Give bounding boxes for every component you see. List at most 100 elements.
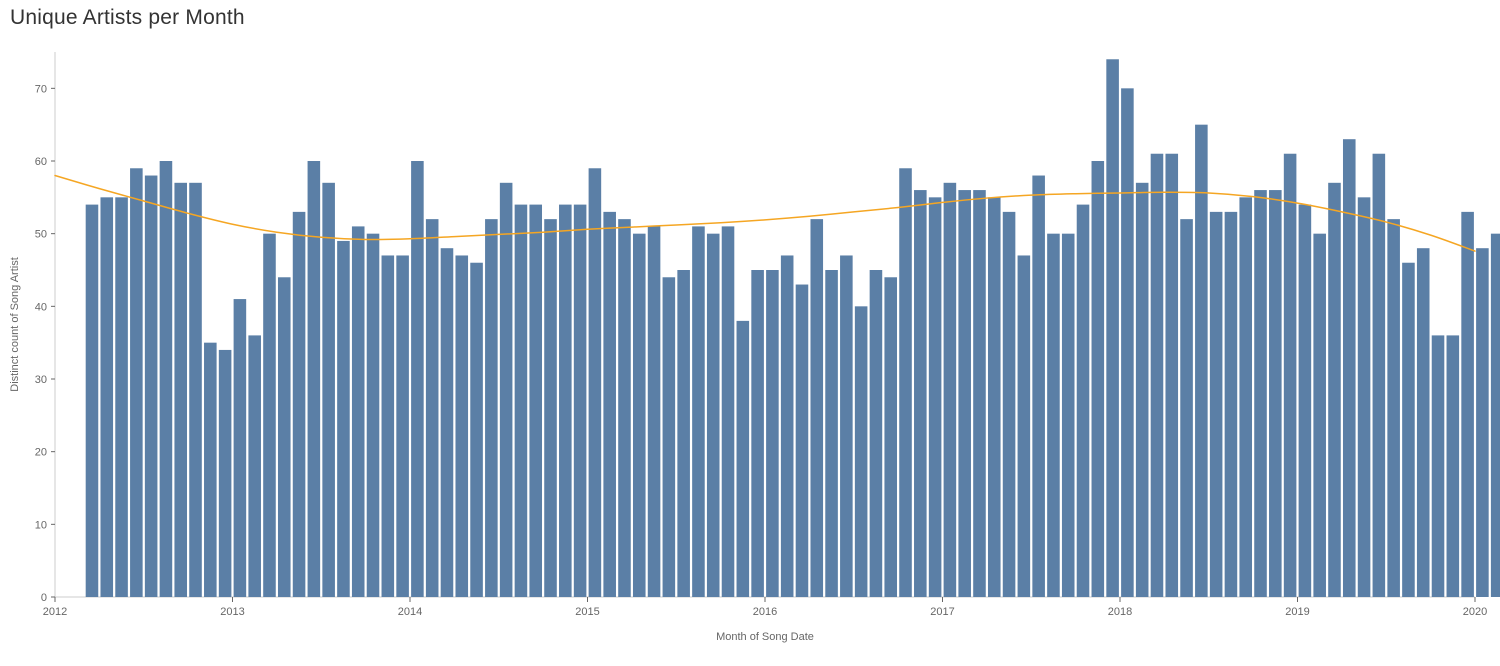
bar <box>470 263 483 597</box>
bar <box>382 255 395 597</box>
bar <box>618 219 631 597</box>
bar <box>1387 219 1400 597</box>
bar <box>219 350 232 597</box>
bar <box>1077 205 1090 597</box>
bar <box>130 168 143 597</box>
bar <box>973 190 986 597</box>
bar <box>278 277 291 597</box>
bar <box>1180 219 1193 597</box>
bar <box>426 219 439 597</box>
bar <box>1047 234 1060 597</box>
bar <box>1432 335 1445 597</box>
bar <box>234 299 247 597</box>
bar <box>1121 88 1134 597</box>
bar <box>1018 255 1031 597</box>
bar <box>1092 161 1105 597</box>
x-tick-label: 2013 <box>220 606 244 618</box>
y-tick-label: 70 <box>35 83 47 95</box>
bar <box>1358 197 1371 597</box>
bar <box>840 255 853 597</box>
bar <box>988 197 1001 597</box>
bar <box>485 219 498 597</box>
bar <box>204 343 217 597</box>
bar <box>825 270 838 597</box>
bars-group <box>86 59 1500 597</box>
bar <box>1461 212 1474 597</box>
bar <box>870 270 883 597</box>
bar <box>559 205 572 597</box>
bar <box>1491 234 1500 597</box>
bar <box>1210 212 1223 597</box>
bar <box>1328 183 1341 597</box>
bar <box>929 197 942 597</box>
x-tick-label: 2019 <box>1285 606 1309 618</box>
bar <box>1165 154 1178 597</box>
bar <box>899 168 912 597</box>
bar <box>411 161 424 597</box>
bar <box>500 183 513 597</box>
bar <box>160 161 173 597</box>
bar <box>396 255 409 597</box>
bar <box>1343 139 1356 597</box>
y-tick-label: 10 <box>35 519 47 531</box>
bar <box>367 234 380 597</box>
bar <box>737 321 750 597</box>
bar <box>589 168 602 597</box>
bar <box>1062 234 1075 597</box>
bar <box>1417 248 1430 597</box>
bar <box>1254 190 1267 597</box>
bar <box>796 285 809 597</box>
bar <box>633 234 646 597</box>
bar <box>914 190 927 597</box>
x-tick-label: 2015 <box>575 606 599 618</box>
bar <box>1447 335 1460 597</box>
y-tick-label: 0 <box>41 592 47 604</box>
bar <box>544 219 557 597</box>
bar <box>174 183 187 597</box>
bar <box>944 183 957 597</box>
bar <box>1106 59 1119 597</box>
bar <box>603 212 616 597</box>
bar-chart-svg: 010203040506070Distinct count of Song Ar… <box>0 32 1500 652</box>
bar <box>293 212 306 597</box>
bar <box>455 255 468 597</box>
y-tick-label: 60 <box>35 156 47 168</box>
bar <box>308 161 321 597</box>
bar <box>663 277 676 597</box>
chart-container: 010203040506070Distinct count of Song Ar… <box>0 32 1500 652</box>
bar <box>1151 154 1164 597</box>
bar <box>115 197 128 597</box>
bar <box>1402 263 1415 597</box>
x-tick-label: 2016 <box>753 606 777 618</box>
x-tick-label: 2018 <box>1108 606 1132 618</box>
bar <box>1269 190 1282 597</box>
y-tick-label: 20 <box>35 447 47 459</box>
bar <box>441 248 454 597</box>
bar <box>1136 183 1149 597</box>
bar <box>248 335 261 597</box>
x-tick-label: 2020 <box>1463 606 1487 618</box>
bar <box>86 205 99 597</box>
bar <box>100 197 113 597</box>
bar <box>574 205 587 597</box>
bar <box>707 234 720 597</box>
bar <box>958 190 971 597</box>
bar <box>810 219 823 597</box>
bar <box>1195 125 1208 597</box>
bar <box>1239 197 1252 597</box>
bar <box>855 306 868 597</box>
bar <box>189 183 202 597</box>
bar <box>1313 234 1326 597</box>
bar <box>648 226 661 597</box>
bar <box>1476 248 1489 597</box>
bar <box>529 205 542 597</box>
bar <box>677 270 690 597</box>
bar <box>352 226 365 597</box>
bar <box>1032 176 1045 597</box>
x-axis-label: Month of Song Date <box>716 631 814 643</box>
bar <box>322 183 335 597</box>
bar <box>692 226 705 597</box>
x-tick-label: 2014 <box>398 606 422 618</box>
x-tick-label: 2012 <box>43 606 67 618</box>
bar <box>1003 212 1016 597</box>
